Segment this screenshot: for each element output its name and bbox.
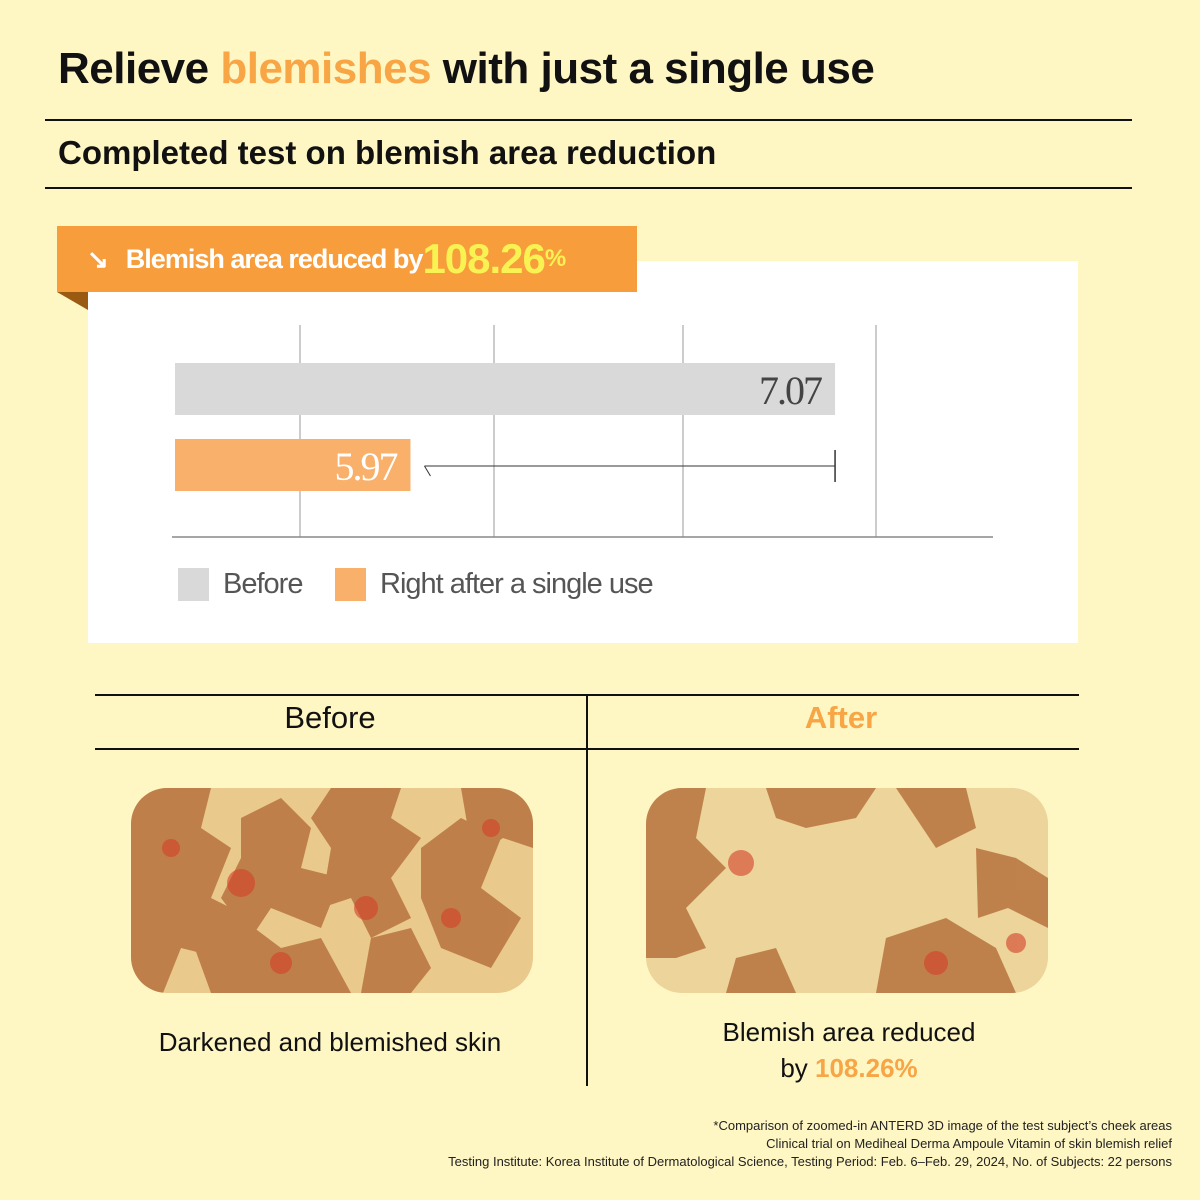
legend-after: Right after a single use: [335, 568, 654, 601]
arrow-head-icon: [424, 465, 431, 477]
bar-chart: 7.07 5.97: [172, 325, 993, 538]
bar-after: [175, 439, 411, 491]
data-label: 5.97: [334, 444, 397, 489]
divider: [45, 187, 1132, 189]
legend-before: Before: [178, 568, 303, 601]
result-banner: ↘ Blemish area reduced by 108.26%: [57, 226, 637, 292]
before-header: Before: [284, 700, 376, 735]
subtitle: Completed test on blemish area reduction: [58, 134, 717, 171]
after-caption: Blemish area reduced by 108.26%: [722, 1017, 976, 1083]
footnotes: *Comparison of zoomed-in ANTERD 3D image…: [448, 1118, 1172, 1169]
before-caption: Darkened and blemished skin: [158, 1027, 502, 1057]
banner-text: Blemish area reduced by: [125, 243, 424, 274]
column-divider: [586, 696, 588, 1086]
divider: [45, 119, 1132, 121]
data-label: 7.07: [759, 368, 822, 413]
bar-before: [175, 363, 836, 415]
page-title: Relieve blemishes with just a single use: [58, 44, 875, 93]
banner-unit: %: [544, 245, 566, 272]
divider: [95, 694, 1079, 696]
after-header: After: [804, 700, 878, 735]
arrow-down-right-icon: ↘: [87, 243, 109, 274]
banner-fold: [57, 292, 88, 310]
before-skin-image: [131, 788, 533, 993]
banner-value: 108.26: [422, 235, 545, 282]
after-skin-image: [646, 788, 1048, 993]
